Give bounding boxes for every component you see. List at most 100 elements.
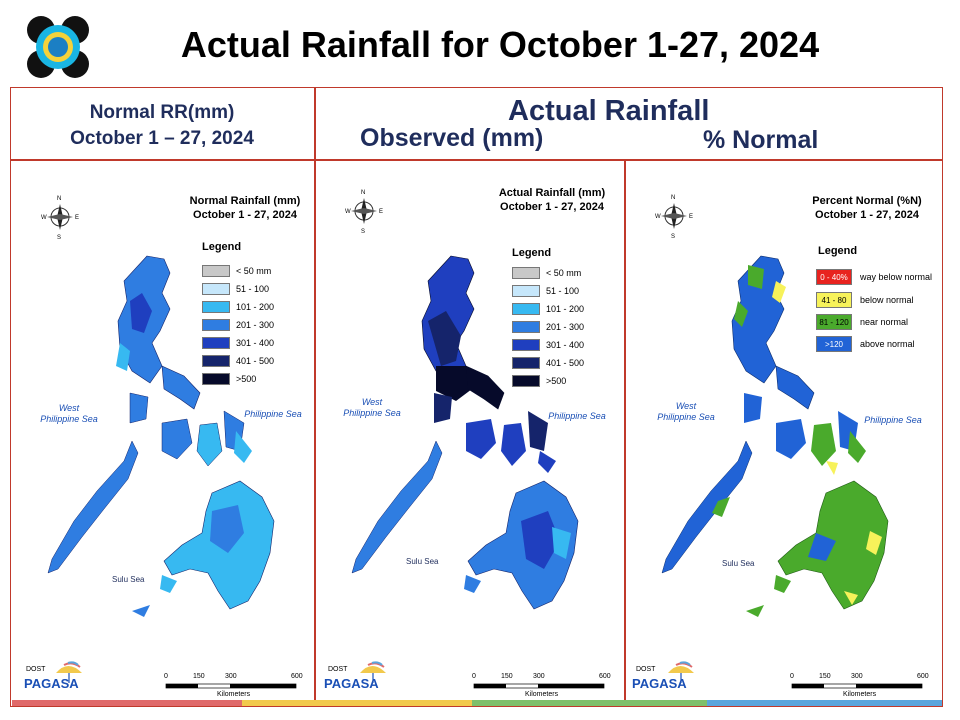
legend-swatch (512, 339, 540, 351)
panel-percent-title-line2: October 1 - 27, 2024 (815, 209, 919, 221)
panel-actual-title: Actual Rainfall (mm) October 1 - 27, 202… (486, 186, 618, 214)
legend-label: 101 - 200 (546, 304, 585, 314)
legend-label: >500 (546, 376, 567, 386)
panel-normal-title-line2: October 1 - 27, 2024 (193, 209, 297, 221)
panel-normal: N S W E Normal Rainfall (mm) October 1 -… (12, 161, 312, 706)
west-sea-line1: West (675, 401, 697, 411)
compass-icon (661, 203, 687, 229)
actual-map: N S W E (345, 190, 605, 689)
philippine-sea-label: Philippine Sea (864, 415, 922, 425)
panel-normal-title-line1: Normal Rainfall (mm) (189, 195, 301, 207)
scale-tick: 600 (917, 673, 929, 680)
sulu-sea-label: Sulu Sea (722, 559, 755, 568)
svg-text:W: W (345, 209, 351, 215)
legend-swatch (512, 303, 540, 315)
pagasa-logo-text: PAGASA (24, 676, 79, 691)
legend-item: 51 - 100 (512, 285, 579, 297)
column-divider-2 (624, 159, 626, 707)
svg-text:E: E (379, 209, 383, 215)
legend-label: 401 - 500 (236, 356, 275, 366)
scale-tick: 150 (193, 673, 205, 680)
normal-rr-header: Normal RR(mm) October 1 – 27, 2024 (12, 100, 312, 152)
svg-text:S: S (671, 234, 675, 240)
footer-stripe-yellow (242, 700, 472, 706)
scale-tick: 300 (225, 673, 237, 680)
slide-title: Actual Rainfall for October 1-27, 2024 (180, 24, 820, 65)
panel-actual-title-line1: Actual Rainfall (mm) (498, 187, 606, 199)
percent-normal-map: N S W E (655, 195, 923, 689)
legend-label: 201 - 300 (546, 322, 585, 332)
legend-item: 401 - 500 (202, 355, 274, 367)
legend-item: 301 - 400 (202, 337, 274, 349)
normal-rr-header-line2: October 1 – 27, 2024 (70, 128, 254, 149)
dost-logo (24, 14, 92, 80)
legend-label: near normal (860, 317, 909, 327)
scale-tick: 600 (291, 673, 303, 680)
svg-text:W: W (655, 214, 661, 220)
legend-swatch (512, 321, 540, 333)
legend-swatch (202, 373, 230, 385)
legend-swatch: 81 - 120 (816, 314, 852, 330)
actual-rainfall-header: Actual Rainfall (508, 95, 710, 127)
legend-swatch (512, 375, 540, 387)
legend-swatch (202, 301, 230, 313)
legend-item: 201 - 300 (202, 319, 274, 331)
legend-label: 51 - 100 (236, 284, 270, 294)
svg-text:N: N (57, 196, 61, 202)
legend-label: way below normal (860, 272, 933, 282)
legend-swatch: 41 - 80 (816, 292, 852, 308)
legend-swatch (512, 357, 540, 369)
pagasa-dost-label: DOST (636, 666, 656, 673)
legend-label: 101 - 200 (236, 302, 275, 312)
scale-tick: 300 (851, 673, 863, 680)
pagasa-umbrella-icon (668, 661, 694, 683)
philippine-sea-label: Philippine Sea (548, 411, 606, 421)
pagasa-logo-text: PAGASA (324, 676, 379, 691)
scale-unit: Kilometers (843, 691, 877, 698)
scale-tick: 0 (164, 673, 168, 680)
compass-icon (47, 204, 73, 230)
legend-label: < 50 mm (546, 268, 582, 278)
legend-swatch (512, 267, 540, 279)
legend-label: 51 - 100 (546, 286, 580, 296)
west-sea-line2: Philippine Sea (40, 414, 98, 424)
svg-text:S: S (57, 235, 61, 241)
normal-rr-header-line1: Normal RR(mm) (89, 102, 235, 123)
panel-percent-title: Percent Normal (%N) October 1 - 27, 2024 (802, 194, 932, 222)
legend-label: >500 (236, 374, 257, 384)
west-philippine-sea-label: West Philippine Sea (34, 403, 104, 425)
legend-item: 51 - 100 (202, 283, 269, 295)
legend-item: 301 - 400 (512, 339, 584, 351)
column-divider-1 (314, 87, 316, 707)
legend-item: 201 - 300 (512, 321, 584, 333)
panel-percent-normal: N S W E Percent Normal (%N) October 1 - … (626, 161, 942, 706)
legend-swatch (202, 319, 230, 331)
svg-text:S: S (361, 229, 365, 235)
scale-tick: 150 (501, 673, 513, 680)
panel-percent-title-line1: Percent Normal (%N) (812, 195, 922, 207)
legend-item: 0 - 40% way below normal (816, 269, 932, 285)
sulu-sea-label: Sulu Sea (112, 575, 145, 584)
west-philippine-sea-label: West Philippine Sea (336, 397, 408, 419)
legend-label: < 50 mm (236, 266, 272, 276)
svg-text:E: E (75, 215, 79, 221)
normal-map: N S W E (41, 196, 297, 689)
legend-item: 401 - 500 (512, 357, 584, 369)
scale-tick: 150 (819, 673, 831, 680)
footer-stripe-green (472, 700, 707, 706)
scale-unit: Kilometers (525, 691, 559, 698)
legend-swatch: 0 - 40% (816, 269, 852, 285)
pagasa-umbrella-icon (56, 661, 82, 683)
legend-label: 401 - 500 (546, 358, 585, 368)
legend-item: >500 (512, 375, 566, 387)
legend-item: >500 (202, 373, 256, 385)
legend-title: Legend (818, 245, 858, 257)
legend-item: >120 above normal (816, 336, 915, 352)
scale-unit: Kilometers (217, 691, 251, 698)
svg-text:E: E (689, 214, 693, 220)
footer-stripe-blue (707, 700, 942, 706)
svg-text:N: N (671, 195, 675, 201)
content-frame (10, 87, 943, 707)
pagasa-dost-label: DOST (328, 666, 348, 673)
legend-label: 301 - 400 (236, 338, 275, 348)
